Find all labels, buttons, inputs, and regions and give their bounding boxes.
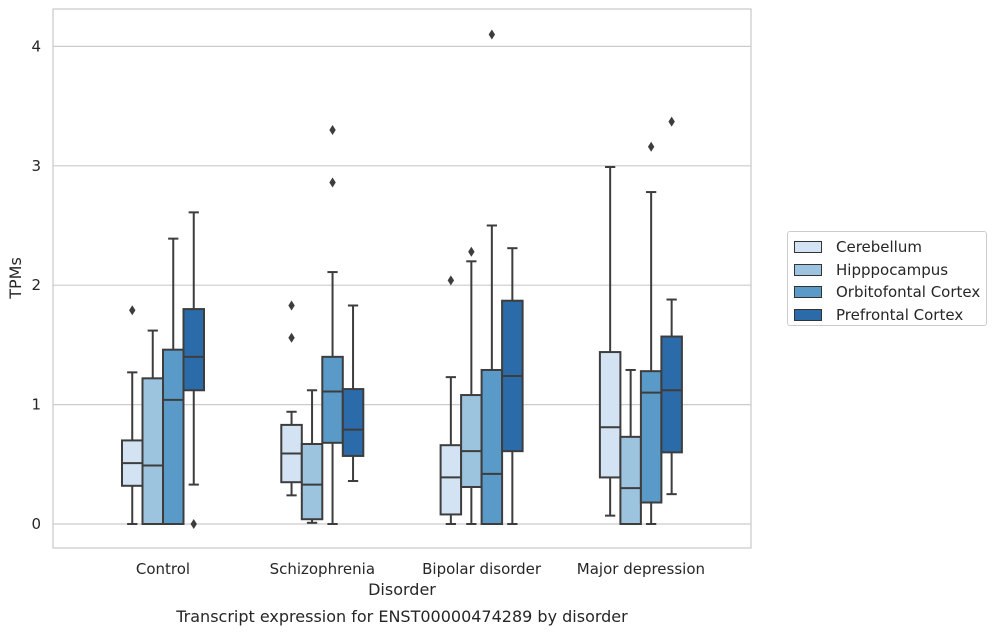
box-mark: [639, 141, 663, 525]
outlier-point: [488, 29, 496, 40]
x-axis-label: Disorder: [368, 580, 436, 599]
legend-swatch: [794, 263, 822, 276]
box-mark: [182, 211, 205, 529]
outlier-point: [288, 332, 295, 343]
box-mark: [121, 305, 144, 525]
x-tick-label: Control: [136, 560, 190, 578]
x-tick-labels: Control Schizophrenia Bipolar disorder Majo…: [136, 560, 705, 578]
box-mark: [162, 237, 185, 525]
outlier-point: [329, 177, 336, 188]
box-body: [162, 348, 185, 525]
box-mark: [280, 300, 303, 497]
box-mark: [300, 389, 324, 524]
legend-label: Orbitofontal Cortex: [836, 283, 981, 302]
legend-swatch: [794, 241, 822, 254]
box-mark: [460, 246, 483, 525]
x-tick-label: Bipolar disorder: [422, 560, 542, 578]
y-tick-label: 0: [31, 515, 41, 533]
outlier-point: [288, 300, 295, 311]
box-body: [639, 370, 663, 504]
box-mark: [321, 124, 344, 525]
legend-label: Prefrontal Cortex: [836, 305, 964, 324]
box-body: [660, 335, 683, 454]
outlier-point: [129, 305, 136, 316]
x-tick-label: Major depression: [577, 560, 705, 578]
legend-item: Orbitofontal Cortex: [794, 281, 986, 304]
box-mark: [480, 29, 504, 525]
legend-item: Prefrontal Cortex: [794, 304, 986, 327]
box-body: [141, 377, 164, 525]
legend-swatch: [794, 286, 822, 299]
legend-label: Cerebellum: [836, 238, 922, 257]
legend-item: Hipppocampus: [794, 259, 986, 282]
box-body: [460, 394, 483, 488]
y-axis-label: TPMs: [6, 257, 25, 300]
outlier-point: [647, 141, 655, 152]
y-tick-label: 3: [31, 157, 41, 175]
box-mark: [660, 116, 683, 496]
y-tick-label: 2: [31, 276, 41, 294]
box-body: [598, 351, 622, 479]
box-mark: [141, 329, 164, 525]
box-mark: [439, 275, 463, 525]
box-mark: [501, 247, 524, 525]
box-mark: [341, 304, 365, 483]
y-tick-label: 1: [31, 396, 41, 414]
box-mark: [619, 368, 642, 526]
outlier-point: [190, 519, 197, 529]
x-tick-label: Schizophrenia: [270, 560, 375, 578]
plot-frame: [52, 8, 752, 549]
legend-item: Cerebellum: [794, 236, 986, 259]
box-body: [300, 443, 324, 521]
legend-label: Hipppocampus: [836, 260, 949, 279]
outlier-point: [468, 246, 475, 257]
box-mark: [598, 165, 622, 517]
box-body: [182, 308, 205, 392]
y-tick-label: 4: [31, 37, 41, 55]
outlier-point: [447, 275, 455, 286]
outlier-point: [329, 124, 336, 135]
legend-swatch: [794, 308, 822, 321]
outlier-point: [668, 116, 675, 127]
box-body: [439, 444, 463, 516]
box-body: [480, 368, 504, 525]
chart-caption: Transcript expression for ENST0000047428…: [175, 607, 628, 626]
box-body: [341, 388, 365, 457]
box-body: [619, 435, 642, 526]
box-body: [321, 355, 344, 444]
legend: Cerebellum Hipppocampus Orbitofontal Cor…: [787, 231, 987, 326]
y-tick-labels: 0 1 2 3 4: [31, 37, 41, 533]
boxes: [121, 29, 683, 529]
